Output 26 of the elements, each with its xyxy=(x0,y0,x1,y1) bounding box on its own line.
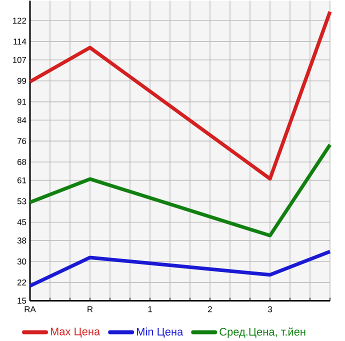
y-tick-label: 61 xyxy=(18,177,26,184)
line-series xyxy=(28,10,332,181)
x-tick-label: 3 xyxy=(268,306,272,312)
y-tick-label: 122 xyxy=(12,18,26,24)
y-tick-label: 91 xyxy=(17,98,26,105)
legend-label: Сред.Цена, т.йен xyxy=(220,327,306,338)
y-tick-label: 30 xyxy=(17,258,26,264)
line-series xyxy=(28,250,332,288)
legend-label: Min Цена xyxy=(137,328,184,338)
y-tick-label: 99 xyxy=(17,78,26,84)
x-tick-label: 2 xyxy=(208,306,212,312)
line-series xyxy=(28,142,332,238)
y-tick-label: 53 xyxy=(17,198,26,204)
y-tick-label: 84 xyxy=(17,117,26,124)
y-tick-label: 15 xyxy=(18,298,26,304)
x-tick-label: RA xyxy=(24,306,36,312)
y-tick-label: 68 xyxy=(18,159,26,165)
y-tick-label: 45 xyxy=(17,219,26,226)
x-tick-label: R xyxy=(88,306,93,312)
y-tick-label: 76 xyxy=(18,138,26,144)
y-tick-label: 107 xyxy=(12,56,26,63)
x-tick-label: 1 xyxy=(148,306,152,312)
y-tick-label: 114 xyxy=(14,38,26,44)
legend-label: Max Цена xyxy=(50,328,100,338)
y-tick-label: 22 xyxy=(17,279,26,286)
y-tick-label: 38 xyxy=(17,238,26,244)
